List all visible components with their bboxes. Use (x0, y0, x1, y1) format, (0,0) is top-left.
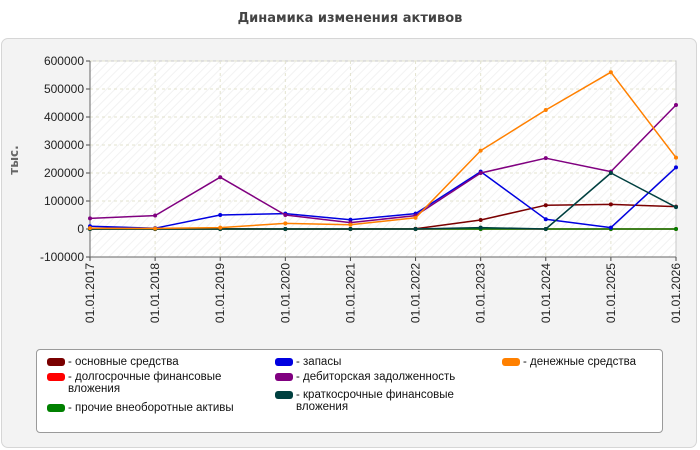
data-point (348, 217, 353, 222)
data-point (543, 217, 548, 222)
data-point (218, 175, 223, 180)
data-point (413, 215, 418, 220)
data-point (283, 227, 288, 231)
series-line (89, 104, 677, 224)
legend-label: - денежные средства (523, 356, 637, 368)
series-7 (88, 70, 678, 231)
y-tick-label: 0 (77, 222, 84, 236)
legend-item: - запасы (275, 356, 341, 368)
legend-item: - прочие внеоборотные активы (47, 402, 234, 414)
legend-label: - основные средства (68, 356, 179, 368)
data-point (543, 203, 548, 208)
series-line (89, 166, 677, 229)
y-tick-label: 100000 (44, 194, 84, 208)
data-point (608, 70, 613, 75)
y-tick-label: -100000 (40, 250, 84, 264)
data-point (478, 218, 483, 223)
x-tick-label: 01.01.2023 (474, 263, 488, 323)
y-tick-label: 200000 (44, 166, 84, 180)
series-line (89, 71, 677, 230)
data-point (413, 227, 418, 231)
y-tick-label: 500000 (44, 82, 84, 96)
legend-swatch (275, 391, 293, 399)
x-tick-label: 01.01.2021 (343, 263, 357, 323)
plot-area (89, 60, 677, 258)
data-point (674, 155, 678, 160)
legend-item: - долгосрочные финансовые вложения (47, 371, 257, 395)
x-tick-label: 01.01.2024 (539, 263, 553, 323)
legend-swatch (502, 358, 520, 366)
legend-label: - долгосрочные финансовые вложения (68, 371, 222, 395)
x-tick-label: 01.01.2017 (83, 263, 97, 323)
data-point (153, 213, 158, 218)
data-point (283, 213, 288, 217)
x-tick-label: 01.01.2022 (409, 263, 423, 323)
y-axis-label: тыс. (7, 145, 21, 174)
x-tick-label: 01.01.2018 (148, 263, 162, 323)
x-tick-label: 01.01.2020 (278, 263, 292, 323)
y-tick-label: 400000 (44, 110, 84, 124)
data-point (608, 171, 613, 175)
data-point (543, 108, 548, 112)
x-tick-label: 01.01.2026 (669, 263, 683, 323)
data-point (88, 226, 92, 231)
data-point (674, 102, 678, 107)
legend-label: - прочие внеоборотные активы (68, 402, 234, 414)
legend-swatch (47, 373, 65, 381)
x-tick-label: 01.01.2025 (604, 263, 618, 323)
legend-swatch (275, 358, 293, 366)
y-tick-label: 300000 (44, 138, 84, 152)
data-point (478, 148, 483, 153)
data-point (218, 213, 223, 217)
chart-title: Динамика изменения активов (237, 11, 463, 26)
legend-item: - денежные средства (502, 356, 636, 368)
data-point (88, 216, 92, 221)
y-tick-label: 600000 (44, 54, 84, 68)
data-point (543, 227, 548, 231)
data-point (348, 227, 353, 231)
data-point (674, 227, 678, 231)
legend-label: - запасы (296, 356, 342, 368)
legend-swatch (47, 404, 65, 412)
chart-legend: - основные средства - долгосрочные финанс… (36, 349, 663, 433)
data-point (218, 225, 223, 230)
legend-swatch (47, 358, 65, 366)
data-point (153, 226, 158, 231)
legend-item: - краткосрочные финансовые вложения (275, 389, 485, 413)
data-point (478, 225, 483, 230)
series-layer (88, 70, 678, 231)
data-point (608, 225, 613, 230)
legend-item: - основные средства (47, 356, 179, 368)
data-point (478, 171, 483, 175)
legend-label: - дебиторская задолженность (296, 371, 456, 383)
data-point (674, 165, 678, 170)
x-tick-label: 01.01.2019 (213, 263, 227, 323)
data-point (283, 221, 288, 226)
data-point (348, 222, 353, 227)
legend-item: - дебиторская задолженность (275, 371, 455, 383)
legend-label: - краткосрочные финансовые вложения (296, 389, 454, 413)
legend-swatch (275, 373, 293, 381)
series-line (90, 172, 677, 230)
data-point (608, 202, 613, 207)
data-point (543, 156, 548, 161)
data-point (674, 205, 678, 210)
